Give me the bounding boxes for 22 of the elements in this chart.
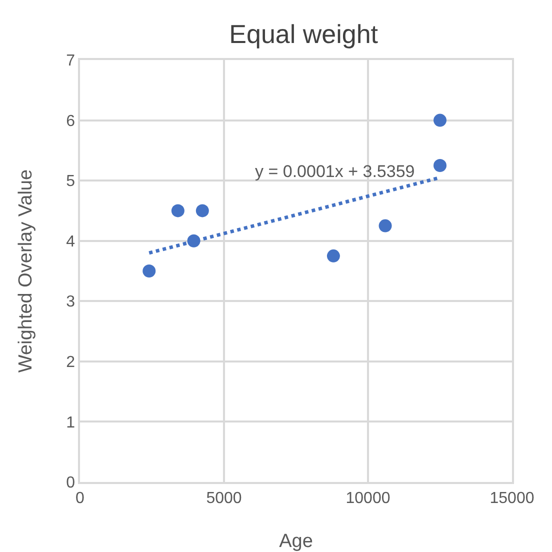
x-tick-label: 15000	[490, 490, 534, 507]
point	[434, 114, 446, 127]
x-axis-title: Age	[279, 531, 313, 552]
x-tick-label: 10000	[346, 490, 390, 507]
point	[378, 219, 392, 232]
point	[196, 204, 209, 218]
chart-title: Equal weight	[229, 19, 379, 50]
y-tick-label: 7	[66, 52, 76, 70]
y-axis-title: Weighted Overlay Value	[16, 169, 36, 373]
y-tick-label: 3	[66, 294, 76, 311]
y-tick-label: 4	[66, 233, 76, 250]
point	[326, 249, 340, 262]
y-tick-label: 6	[66, 112, 76, 130]
annotation: y = 0.0001x + 3.5359	[255, 162, 415, 181]
y-tick-label: 1	[66, 414, 76, 432]
y-tick-label: 2	[66, 354, 76, 372]
x-tick-label: 5000	[206, 490, 242, 507]
y-tick-label: 5	[66, 173, 76, 190]
y-tick-label: 0	[66, 474, 76, 492]
point	[142, 264, 156, 278]
point	[171, 204, 184, 218]
point	[434, 159, 446, 172]
